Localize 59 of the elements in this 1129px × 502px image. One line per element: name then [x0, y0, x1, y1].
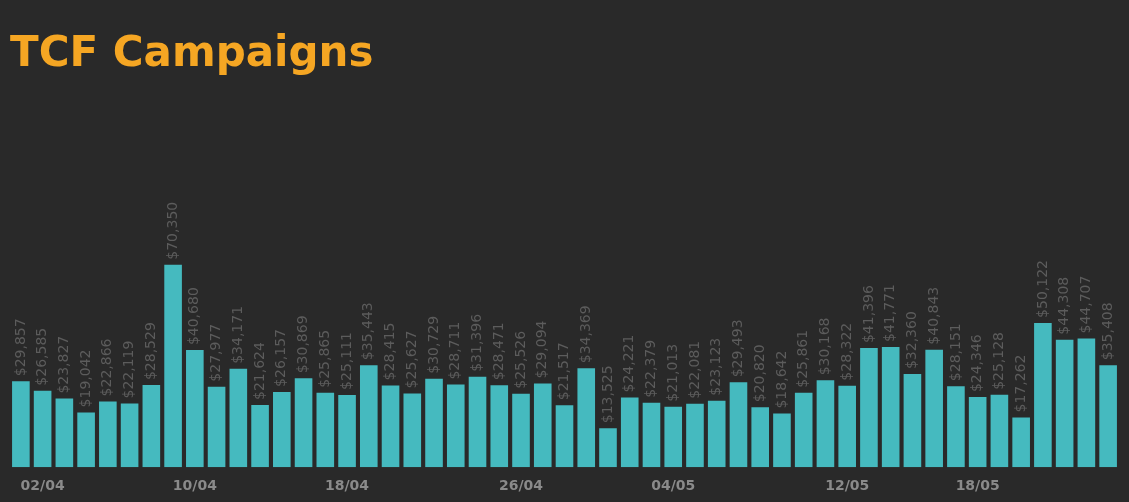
bar	[403, 393, 422, 468]
x-tick-label: 26/04	[498, 477, 544, 494]
bar	[968, 397, 987, 468]
bar	[751, 407, 770, 468]
bar	[251, 404, 269, 468]
bar	[860, 348, 878, 468]
bar	[664, 406, 683, 468]
x-tick-label: 10/04	[172, 477, 218, 494]
bar	[881, 346, 900, 468]
bar	[468, 376, 487, 468]
bar	[903, 374, 922, 468]
bar	[838, 385, 856, 468]
bar	[533, 383, 552, 468]
bar	[947, 386, 965, 468]
x-tick-label: 18/04	[325, 477, 370, 494]
bar	[990, 394, 1009, 468]
bar	[773, 413, 791, 468]
bar	[186, 350, 204, 468]
bar	[33, 390, 52, 468]
chart-title: TCF Campaigns	[10, 27, 374, 77]
bar	[925, 349, 943, 468]
bar	[99, 401, 117, 468]
bar	[446, 384, 465, 468]
bar	[1012, 417, 1030, 468]
bar	[577, 368, 596, 468]
bar	[1055, 339, 1074, 468]
bar	[1099, 365, 1117, 468]
bar	[816, 380, 835, 468]
bar	[207, 386, 226, 468]
bar	[686, 403, 704, 468]
bar	[425, 378, 443, 468]
bar	[599, 428, 617, 468]
x-tick-label: 18/05	[955, 477, 1000, 494]
x-tick-label: 04/05	[651, 477, 696, 494]
bar	[490, 385, 509, 468]
bar	[229, 368, 248, 468]
bar	[12, 381, 30, 468]
bar	[55, 398, 74, 468]
bar	[359, 365, 378, 468]
bar	[642, 402, 661, 468]
bar	[381, 385, 400, 468]
bar	[273, 391, 291, 468]
bar	[120, 403, 139, 468]
x-tick-label: 02/04	[20, 477, 65, 494]
bar	[729, 382, 748, 468]
bar	[164, 264, 182, 468]
bar	[316, 392, 335, 468]
bar	[1077, 338, 1096, 468]
bar	[707, 400, 726, 468]
x-tick-label: 12/05	[825, 477, 870, 494]
bar	[512, 393, 530, 468]
bar	[294, 378, 313, 468]
bar	[338, 394, 356, 468]
bar	[620, 397, 639, 468]
bar	[77, 412, 95, 468]
bar	[1034, 322, 1052, 468]
bar	[794, 392, 813, 468]
bar	[142, 385, 161, 468]
bar	[555, 405, 574, 468]
